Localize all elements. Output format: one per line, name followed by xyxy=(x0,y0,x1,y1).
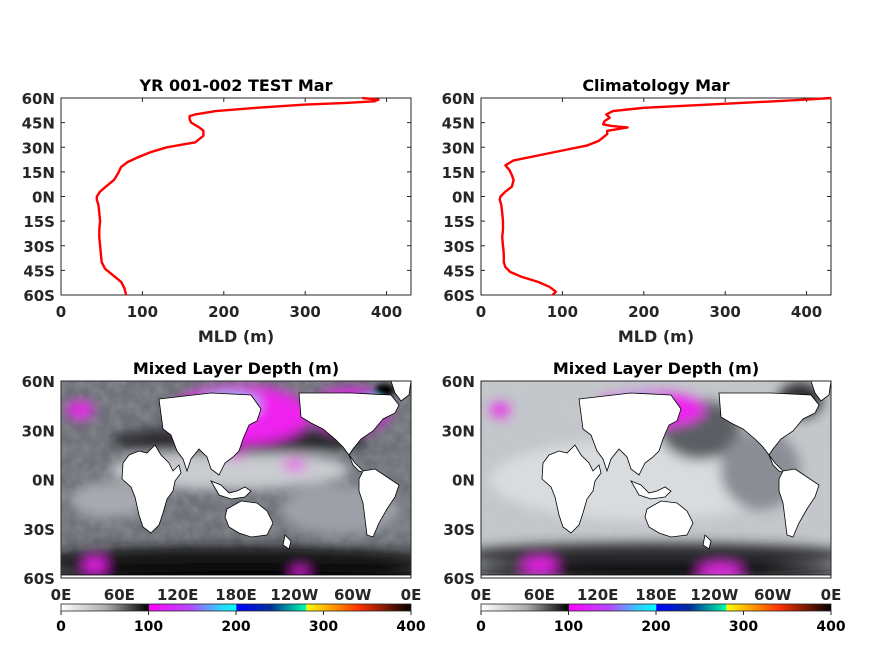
x-axis-ticks: 0 100 200 300 400 xyxy=(56,98,402,321)
x-tick-label: 200 xyxy=(208,303,239,321)
x-tick-label: 0 xyxy=(56,303,66,321)
mld-line xyxy=(498,96,832,296)
x-tick-label: 100 xyxy=(547,303,578,321)
x-axis-label: MLD (m) xyxy=(198,327,274,346)
x-tick-label: 0 xyxy=(476,303,486,321)
y-tick-label: 15S xyxy=(443,213,475,231)
x-tick-label: 400 xyxy=(371,303,402,321)
y-tick-label: 60S xyxy=(23,287,55,305)
mld-line xyxy=(95,96,380,296)
x-tick-label: 60E xyxy=(524,586,555,604)
y-tick-label: 30S xyxy=(23,238,55,256)
x-tick-label: 120E xyxy=(577,586,619,604)
x-tick-label: 0E xyxy=(471,586,492,604)
map-field xyxy=(61,381,411,578)
panel-mld-profile-climatology: Climatology Mar 60N45N30N15N0N15S30S45S6… xyxy=(442,76,832,346)
y-tick-label: 0N xyxy=(452,189,475,207)
x-axis-label: MLD (m) xyxy=(618,327,694,346)
y-axis-ticks: 60N 45N 30N 15N 0N 15S 30S 45S 60S xyxy=(442,90,831,305)
chart-title: Mixed Layer Depth (m) xyxy=(553,359,759,378)
x-tick-label: 60E xyxy=(104,586,135,604)
x-tick-label: 0E xyxy=(51,586,72,604)
x-tick-label: 0E xyxy=(821,586,842,604)
y-tick-label: 15N xyxy=(22,164,55,182)
x-tick-label: 60W xyxy=(754,586,792,604)
y-tick-label: 45S xyxy=(443,262,475,280)
colorbar-tick-label: 300 xyxy=(309,619,338,635)
x-tick-label: 100 xyxy=(127,303,158,321)
y-tick-label: 30N xyxy=(442,422,475,440)
x-tick-label: 60W xyxy=(334,586,372,604)
x-tick-label: 180E xyxy=(215,586,257,604)
map-field xyxy=(481,381,831,578)
y-tick-label: 30N xyxy=(22,422,55,440)
y-tick-label: 60N xyxy=(442,373,475,391)
colorbar-tick-label: 400 xyxy=(816,619,845,635)
x-tick-label: 300 xyxy=(290,303,321,321)
y-tick-label: 30N xyxy=(22,139,55,157)
colorbar xyxy=(480,603,832,612)
y-tick-label: 60N xyxy=(22,90,55,108)
colorbar-tick-label: 200 xyxy=(221,619,250,635)
colorbar-ticks: 0 100 200 300 400 xyxy=(56,611,426,635)
x-tick-label: 120W xyxy=(690,586,738,604)
y-tick-label: 0N xyxy=(32,189,55,207)
y-tick-label: 30S xyxy=(23,521,55,539)
x-tick-label: 400 xyxy=(791,303,822,321)
y-axis-ticks: 60N 30N 0N 30S 60S xyxy=(442,373,475,588)
colorbar xyxy=(60,603,412,612)
plot-area xyxy=(480,97,832,296)
colorbar-tick-label: 100 xyxy=(134,619,163,635)
chart-title: YR 001-002 TEST Mar xyxy=(139,76,333,95)
y-axis-ticks: 60N 45N 30N 15N 0N 15S 30S 45S 60S xyxy=(22,90,411,305)
plot-area xyxy=(60,97,412,296)
y-tick-label: 30N xyxy=(442,139,475,157)
y-tick-label: 60N xyxy=(442,90,475,108)
colorbar-tick-label: 400 xyxy=(396,619,425,635)
y-tick-label: 60S xyxy=(443,570,475,588)
y-tick-label: 45N xyxy=(22,115,55,133)
colorbar-tick-label: 100 xyxy=(554,619,583,635)
y-tick-label: 15N xyxy=(442,164,475,182)
y-tick-label: 15S xyxy=(23,213,55,231)
colorbar-tick-label: 200 xyxy=(641,619,670,635)
panel-mld-profile-test: YR 001-002 TEST Mar 60N 45N 30N 15N 0N 15S 30S… xyxy=(22,76,412,346)
y-tick-label: 45N xyxy=(442,115,475,133)
x-tick-label: 300 xyxy=(710,303,741,321)
colorbar-tick-label: 0 xyxy=(56,619,66,635)
x-tick-label: 120E xyxy=(157,586,199,604)
x-tick-label: 180E xyxy=(635,586,677,604)
panel-mld-map-test: Mixed Layer Depth (m) xyxy=(22,359,426,635)
x-axis-ticks: 0E 60E 120E 180E 120W 60W 0E xyxy=(471,586,842,604)
y-tick-label: 45S xyxy=(23,262,55,280)
map-frame xyxy=(60,380,412,579)
y-tick-label: 60S xyxy=(23,570,55,588)
colorbar-ticks: 0 100 200 300 400 xyxy=(476,611,846,635)
colorbar-tick-label: 0 xyxy=(476,619,486,635)
map-frame xyxy=(480,380,832,579)
colorbar-tick-label: 300 xyxy=(729,619,758,635)
chart-title: Climatology Mar xyxy=(582,76,729,95)
y-axis-ticks: 60N 30N 0N 30S 60S xyxy=(22,373,55,588)
y-tick-label: 30S xyxy=(443,238,475,256)
x-tick-label: 120W xyxy=(270,586,318,604)
x-axis-ticks: 0 100 200 300 400 xyxy=(476,98,822,321)
y-tick-label: 0N xyxy=(32,472,55,490)
x-tick-label: 200 xyxy=(628,303,659,321)
x-axis-ticks: 0E 60E 120E 180E 120W 60W 0E xyxy=(51,586,422,604)
panel-mld-map-climatology: Mixed Layer Depth (m) xyxy=(442,359,846,635)
y-tick-label: 30S xyxy=(443,521,475,539)
chart-title: Mixed Layer Depth (m) xyxy=(133,359,339,378)
y-tick-label: 60N xyxy=(22,373,55,391)
x-tick-label: 0E xyxy=(401,586,422,604)
y-tick-label: 60S xyxy=(443,287,475,305)
y-tick-label: 0N xyxy=(452,472,475,490)
